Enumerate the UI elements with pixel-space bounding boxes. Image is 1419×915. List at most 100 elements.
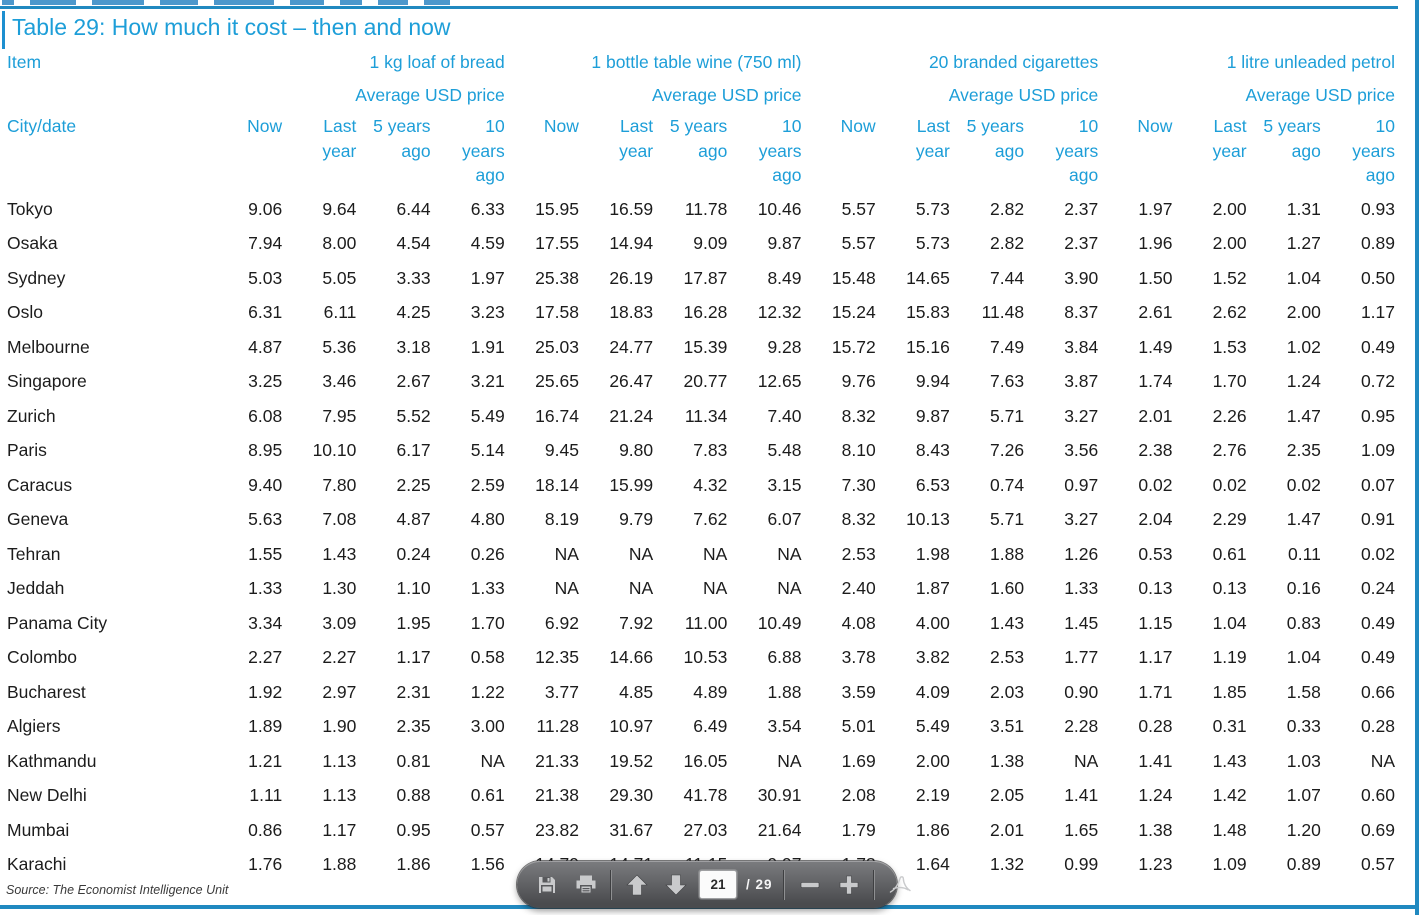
- value-cell: 5.73: [915, 233, 950, 254]
- value-cell: 6.11: [323, 302, 357, 323]
- table-row: Kathmandu 1.21 1.13 0.81 NA 21.33 19.52 16.05 NA…: [5, 744, 1397, 779]
- value-cell: 1.38: [1138, 819, 1173, 840]
- value-cell: 7.83: [693, 440, 728, 461]
- value-cell: 1.98: [915, 543, 950, 564]
- page-number-input[interactable]: 21: [699, 870, 737, 899]
- previous-page-button[interactable]: [621, 869, 653, 901]
- value-cell: 0.16: [1286, 578, 1321, 599]
- value-cell: NA: [777, 578, 802, 599]
- value-cell: 0.86: [248, 819, 283, 840]
- right-border-rule: [1415, 0, 1419, 915]
- price-sub-header-2: Average USD price: [948, 84, 1099, 105]
- next-page-button[interactable]: [660, 869, 692, 901]
- value-cell: 5.52: [396, 405, 431, 426]
- save-button[interactable]: [531, 869, 563, 901]
- value-cell: 21.64: [757, 819, 802, 840]
- value-cell: 7.92: [619, 612, 654, 633]
- value-cell: 2.01: [1138, 405, 1173, 426]
- value-cell: 9.76: [841, 371, 876, 392]
- value-cell: 9.79: [619, 509, 654, 530]
- value-cell: 7.80: [322, 474, 357, 495]
- value-cell: 8.00: [322, 233, 357, 254]
- value-cell: 0.81: [396, 750, 431, 771]
- value-cell: 15.48: [831, 267, 876, 288]
- value-cell: 1.96: [1138, 233, 1173, 254]
- print-button[interactable]: [570, 869, 602, 901]
- value-cell: 25.65: [535, 371, 579, 392]
- value-cell: 11.34: [684, 405, 728, 426]
- value-cell: 1.03: [1286, 750, 1321, 771]
- value-cell: 2.27: [248, 647, 283, 668]
- period-header-3: 10 years ago: [758, 116, 802, 185]
- city-cell: Tehran: [7, 543, 61, 564]
- value-cell: 8.43: [915, 440, 950, 461]
- value-cell: 0.11: [1288, 543, 1321, 564]
- price-table-body: Tokyo 9.06 9.64 6.44 6.33 15.95 16.59 11.78 10.4…: [5, 192, 1397, 882]
- period-header-2: 5 years ago: [669, 116, 728, 161]
- value-cell: 16.28: [683, 302, 728, 323]
- value-cell: 1.56: [470, 854, 505, 875]
- acrobat-button[interactable]: [884, 869, 916, 901]
- value-cell: 0.07: [1360, 474, 1395, 495]
- value-cell: 2.76: [1212, 440, 1247, 461]
- value-cell: 7.63: [990, 371, 1025, 392]
- value-cell: 1.88: [322, 854, 357, 875]
- value-cell: 1.86: [915, 819, 950, 840]
- page-down-icon: [665, 874, 687, 895]
- period-header-0: Now: [247, 116, 283, 136]
- value-cell: 5.05: [322, 267, 357, 288]
- value-cell: 2.53: [990, 647, 1025, 668]
- value-cell: 4.08: [841, 612, 876, 633]
- value-cell: 0.60: [1360, 785, 1395, 806]
- table-row: Algiers 1.89 1.90 2.35 3.00 11.28 10.97 6.49 3.5…: [5, 710, 1397, 745]
- zoom-out-button[interactable]: [794, 869, 826, 901]
- value-cell: 1.70: [1212, 371, 1247, 392]
- value-cell: 0.57: [470, 819, 505, 840]
- value-cell: 1.26: [1064, 543, 1099, 564]
- value-cell: 2.26: [1212, 405, 1247, 426]
- value-cell: 1.07: [1286, 785, 1321, 806]
- value-cell: 6.08: [248, 405, 283, 426]
- value-cell: 3.46: [322, 371, 357, 392]
- city-cell: Sydney: [7, 267, 66, 288]
- value-cell: 3.54: [767, 716, 802, 737]
- value-cell: 6.53: [915, 474, 950, 495]
- value-cell: 11.00: [684, 612, 728, 633]
- value-cell: 4.87: [248, 336, 283, 357]
- value-cell: 1.76: [248, 854, 283, 875]
- value-cell: 3.77: [544, 681, 579, 702]
- value-cell: 1.17: [1360, 302, 1395, 323]
- value-cell: 0.97: [1064, 474, 1099, 495]
- value-cell: 1.95: [396, 612, 431, 633]
- value-cell: 1.27: [1286, 233, 1321, 254]
- value-cell: 2.59: [470, 474, 505, 495]
- value-cell: 3.33: [396, 267, 431, 288]
- zoom-in-button[interactable]: [833, 869, 865, 901]
- value-cell: 3.25: [248, 371, 283, 392]
- city-cell: Geneva: [7, 509, 69, 530]
- value-cell: 1.20: [1286, 819, 1321, 840]
- value-cell: 1.09: [1212, 854, 1247, 875]
- value-cell: 2.04: [1138, 509, 1173, 530]
- value-cell: 0.83: [1286, 612, 1321, 633]
- value-cell: 3.23: [470, 302, 505, 323]
- value-cell: 2.00: [915, 750, 950, 771]
- value-cell: 1.79: [841, 819, 876, 840]
- value-cell: 2.97: [322, 681, 357, 702]
- value-cell: 2.00: [1212, 233, 1247, 254]
- value-cell: 10.49: [757, 612, 802, 633]
- value-cell: 1.09: [1360, 440, 1395, 461]
- value-cell: 1.47: [1286, 405, 1321, 426]
- value-cell: NA: [628, 578, 654, 599]
- value-cell: 0.93: [1360, 198, 1395, 219]
- period-header-0: Now: [840, 116, 876, 136]
- period-header-3: 10 years ago: [1055, 116, 1099, 185]
- value-cell: 5.48: [767, 440, 802, 461]
- value-cell: 1.48: [1212, 819, 1247, 840]
- value-cell: 3.27: [1064, 405, 1099, 426]
- price-sub-header-0: Average USD price: [355, 84, 505, 105]
- value-cell: 4.09: [915, 681, 950, 702]
- value-cell: 1.10: [396, 578, 431, 599]
- value-cell: 3.87: [1064, 371, 1099, 392]
- value-cell: 3.82: [915, 647, 950, 668]
